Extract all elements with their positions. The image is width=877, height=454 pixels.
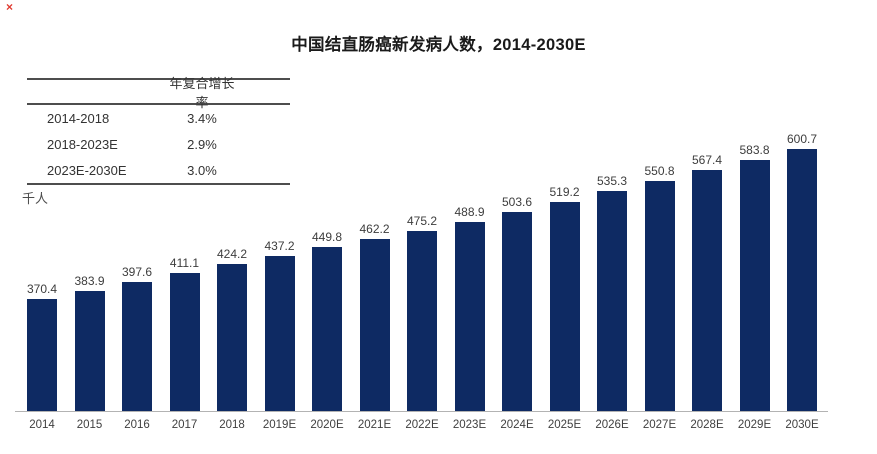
bar-value-label: 488.9 [454,204,485,219]
x-axis-label: 2014 [29,419,55,431]
bar-value-label: 437.2 [264,238,295,253]
bar-value-label: 411.1 [169,255,200,270]
cagr-row-2018-2023E: 2018-2023E 2.9% [27,131,290,157]
x-axis-label: 2022E [405,419,439,431]
bar [502,212,532,411]
bar [74,290,105,411]
cagr-value: 3.0% [187,162,217,178]
bar-group-2016: 397.6 [122,265,152,411]
bar-group-2022E: 475.2 [407,214,437,411]
bar [644,181,675,411]
x-axis-label: 2024E [500,419,534,431]
bar-group-2019E: 437.2 [264,238,295,411]
cagr-period: 2018-2023E [47,136,118,152]
bar-value-label: 567.4 [691,153,723,168]
bar-group-2021E: 462.2 [359,222,390,411]
cagr-period: 2014-2018 [47,110,110,126]
bar-value-label: 519.2 [549,184,580,199]
x-axis-label: 2026E [595,419,629,431]
cagr-table: 年复合增长率 2014-2018 3.4% 2018-2023E 2.9% 20… [27,76,290,185]
bar-value-label: 475.2 [406,213,438,228]
bar-group-2026E: 535.3 [597,174,627,411]
x-axis-label: 2029E [737,419,772,431]
bar-group-2028E: 567.4 [692,153,722,411]
bar-group-2027E: 550.8 [644,164,675,411]
bar [169,272,200,411]
bar-group-2015: 383.9 [74,273,105,411]
cagr-table-header-row: 年复合增长率 [27,76,290,110]
bar-group-2030E: 600.7 [786,131,818,411]
bar [27,299,57,411]
bar [739,159,770,411]
bar-group-2017: 411.1 [169,255,200,411]
bar-value-label: 535.3 [596,174,628,189]
bar [692,170,722,411]
bar-value-label: 503.6 [501,195,533,210]
bar-value-label: 397.6 [121,264,153,279]
cagr-header-label: 年复合增长率 [169,75,235,110]
bar [312,247,342,411]
bar [359,239,390,411]
bar-group-2020E: 449.8 [312,230,342,411]
cagr-row-2023E-2030E: 2023E-2030E 3.0% [27,157,290,183]
x-axis-label: 2018 [219,419,245,431]
bar-value-label: 449.8 [311,230,343,245]
cagr-period: 2023E-2030E [47,162,127,178]
bar [217,264,247,411]
bar-value-label: 600.7 [786,131,818,146]
x-axis-label: 2016 [124,419,150,431]
bar [454,221,485,411]
bars-row: 370.4 383.9 397.6 411.1 424.2 437.2 449.8 462.2… [27,131,818,411]
bar [407,230,437,411]
bar [549,201,580,411]
x-axis-label: 2030E [785,419,819,431]
cagr-value: 2.9% [187,136,217,152]
x-axis-labels: 2014 2015 2016 2017 2018 2019E 2020E 2021E 2022E… [27,419,819,431]
bar-value-label: 583.8 [739,142,770,157]
broken-image-cross-icon: × [6,0,14,14]
bar-value-label: 550.8 [644,164,675,179]
x-axis-label: 2027E [642,419,677,431]
cagr-row-2014-2018: 2014-2018 3.4% [27,105,290,131]
bar [122,281,152,411]
x-axis-label: 2028E [690,419,724,431]
bar [597,191,627,411]
bar-value-label: 462.2 [359,222,390,237]
x-axis-line [15,411,828,412]
bar-group-2024E: 503.6 [502,195,532,411]
x-axis-label: 2015 [76,419,103,431]
x-axis-label: 2020E [310,419,344,431]
y-axis-unit-label: 千人 [22,191,49,206]
bar-group-2018: 424.2 [217,247,247,411]
chart-title: 中国结直肠癌新发病人数，2014-2030E [291,36,586,54]
bar-group-2014: 370.4 [27,282,57,411]
x-axis-label: 2023E [452,419,487,431]
bar-value-label: 383.9 [74,273,105,288]
bar-group-2023E: 488.9 [454,204,485,411]
x-axis-label: 2021E [357,419,392,431]
cagr-value: 3.4% [187,110,217,126]
bar-group-2025E: 519.2 [549,184,580,411]
x-axis-label: 2017 [171,419,198,431]
bar-value-label: 424.2 [216,247,248,262]
x-axis-label: 2025E [547,419,582,431]
bar-group-2029E: 583.8 [739,142,770,411]
bar [787,148,817,411]
bar [264,255,295,411]
x-axis-label: 2019E [262,419,297,431]
bar-value-label: 370.4 [26,282,58,297]
